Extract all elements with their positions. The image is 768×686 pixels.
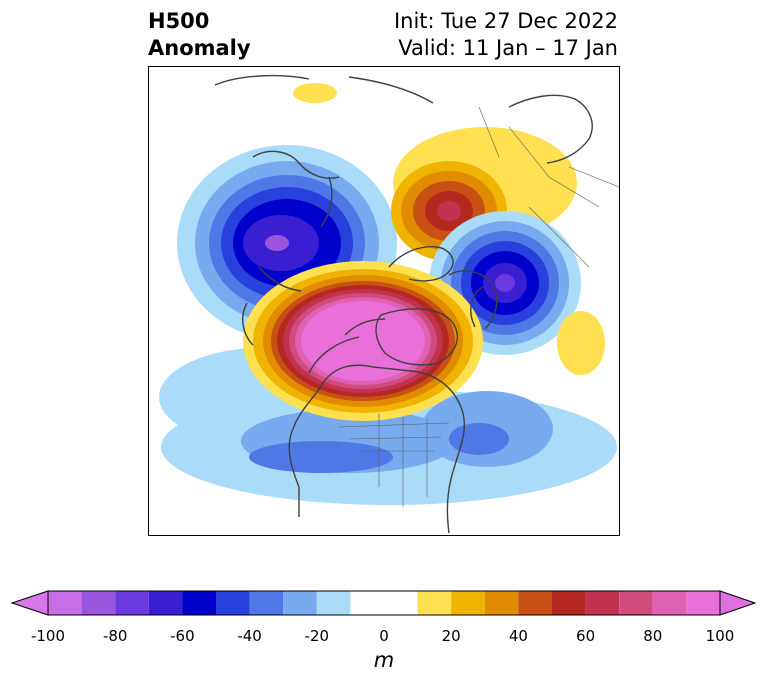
colorbar-block [350,591,418,615]
colorbar-block [115,591,149,615]
anomaly-ridge-east-atlantic [557,311,605,375]
colorbar-tick-label: -60 [170,627,195,645]
colorbar-block [148,591,183,615]
colorbar-block [182,591,216,615]
colorbar-under-arrow [10,590,49,616]
colorbar-block [484,591,519,615]
anomaly-map [159,74,619,534]
colorbar-block [417,591,452,615]
country-borders [338,106,619,507]
colorbar-tick-label: -100 [30,627,66,645]
colorbar-tick-label: 60 [576,627,596,645]
valid-range: Valid: 11 Jan – 17 Jan [398,36,618,60]
colorbar-block [216,591,250,615]
colorbar-block [249,591,284,615]
colorbar-block [585,591,620,615]
colorbar-tick-label: 100 [705,627,735,645]
colorbar-block [552,591,586,615]
title-line-1: H500 [148,9,210,33]
anomaly-trough-west-atlantic [421,391,553,467]
colorbar-block [686,591,720,615]
title-line-2: Anomaly [148,36,251,60]
colorbar-block [518,591,552,615]
colorbar-block [316,591,351,615]
colorbar-tick-label: -20 [304,627,330,645]
colorbar-block [283,591,317,615]
colorbar-block [619,591,653,615]
colorbar-over-arrow [719,590,757,616]
colorbar-frame [47,590,721,616]
map-title: H500 Anomaly [148,8,251,62]
colorbar-block [652,591,687,615]
forecast-info: Init: Tue 27 Dec 2022 Valid: 11 Jan – 17… [394,8,618,62]
colorbar-tick-label: 20 [441,627,461,645]
colorbar-tick-label: -80 [102,627,128,645]
colorbar-block [451,591,485,615]
colorbar-tick-label: 80 [643,627,663,645]
colorbar-block [48,591,82,615]
colorbar-block [81,591,116,615]
map-panel [148,66,620,536]
colorbar-tick-label: -40 [237,627,262,645]
init-date: Init: Tue 27 Dec 2022 [393,9,618,33]
colorbar [10,590,757,616]
coastlines [214,74,593,534]
colorbar-unit-label: m [373,648,395,672]
colorbar-tick-label: 40 [508,627,528,645]
colorbar-tick-label: 0 [379,627,389,645]
anomaly-ridge-canada-greenland [243,261,483,421]
anomaly-ridge-central-asia [293,83,337,103]
